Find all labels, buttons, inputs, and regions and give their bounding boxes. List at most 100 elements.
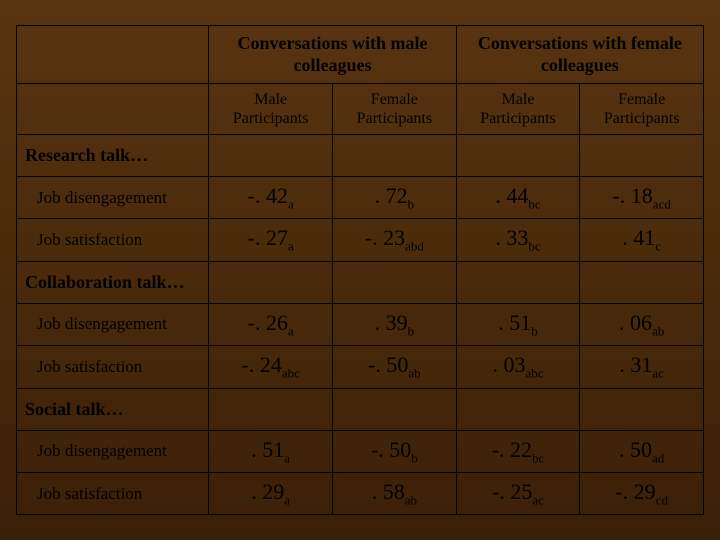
value-cell: . 39b <box>333 303 457 345</box>
value-cell: -. 18acd <box>580 177 704 219</box>
value-cell: . 06ab <box>580 303 704 345</box>
subscript: bc <box>528 196 540 211</box>
empty-cell <box>456 261 580 303</box>
subheader-female-p1: Female Participants <box>333 83 457 134</box>
empty-cell <box>580 388 704 430</box>
row-label-diseng: Job disengagement <box>17 303 209 345</box>
value-cell: . 72b <box>333 177 457 219</box>
category-social: Social talk… <box>17 388 209 430</box>
value-cell: -. 24abc <box>209 346 333 388</box>
value-cell: -. 23abd <box>333 219 457 261</box>
value: . 31 <box>619 352 652 377</box>
subscript: a <box>284 450 290 465</box>
empty-cell <box>209 135 333 177</box>
value: -. 26 <box>248 310 288 335</box>
subscript: ac <box>652 366 664 381</box>
value-cell: -. 22bc <box>456 430 580 472</box>
value-cell: . 31ac <box>580 346 704 388</box>
subscript: c <box>655 239 661 254</box>
group-header-male: Conversations with male colleagues <box>209 25 456 83</box>
value-cell: -. 42a <box>209 177 333 219</box>
value-cell: . 50ad <box>580 430 704 472</box>
row-label-diseng: Job disengagement <box>17 177 209 219</box>
row-label-diseng: Job disengagement <box>17 430 209 472</box>
empty-cell <box>580 261 704 303</box>
value: . 39 <box>375 310 408 335</box>
value: -. 25 <box>492 479 532 504</box>
value-cell: -. 50ab <box>333 346 457 388</box>
value-cell: . 41c <box>580 219 704 261</box>
value: -. 27 <box>248 225 288 250</box>
subscript: a <box>288 196 294 211</box>
value: . 41 <box>622 225 655 250</box>
category-research: Research talk… <box>17 135 209 177</box>
value-cell: -. 25ac <box>456 472 580 514</box>
value-cell: . 29a <box>209 472 333 514</box>
subscript: ad <box>652 450 664 465</box>
value: -. 29 <box>615 479 655 504</box>
value-cell: -. 29cd <box>580 472 704 514</box>
subscript: b <box>408 196 415 211</box>
subscript: ab <box>405 492 417 507</box>
empty-cell <box>209 261 333 303</box>
empty-cell <box>333 388 457 430</box>
subheader-male-p2: Male Participants <box>456 83 580 134</box>
category-collab: Collaboration talk… <box>17 261 209 303</box>
value: -. 18 <box>612 183 652 208</box>
corner-cell-2 <box>17 83 209 134</box>
value: . 51 <box>498 310 531 335</box>
value: -. 50 <box>371 437 411 462</box>
empty-cell <box>333 261 457 303</box>
subscript: abc <box>282 366 300 381</box>
subscript: bc <box>528 239 540 254</box>
value: -. 24 <box>242 352 282 377</box>
value: . 72 <box>375 183 408 208</box>
correlation-table: Conversations with male colleagues Conve… <box>16 25 704 516</box>
subscript: abc <box>525 366 543 381</box>
row-label-satis: Job satisfaction <box>17 472 209 514</box>
row-label-satis: Job satisfaction <box>17 346 209 388</box>
subscript: ab <box>408 366 420 381</box>
value-cell: . 44bc <box>456 177 580 219</box>
value: . 06 <box>619 310 652 335</box>
subscript: b <box>531 323 538 338</box>
value-cell: . 58ab <box>333 472 457 514</box>
value-cell: . 33bc <box>456 219 580 261</box>
value: . 51 <box>251 437 284 462</box>
value-cell: -. 50b <box>333 430 457 472</box>
subscript: ac <box>532 492 544 507</box>
value: -. 22 <box>492 437 532 462</box>
empty-cell <box>456 135 580 177</box>
value: . 44 <box>495 183 528 208</box>
subscript: acd <box>653 196 671 211</box>
subscript: a <box>288 239 294 254</box>
value: -. 23 <box>365 225 405 250</box>
subscript: a <box>284 492 290 507</box>
empty-cell <box>209 388 333 430</box>
subscript: bc <box>532 450 544 465</box>
subheader-female-p2: Female Participants <box>580 83 704 134</box>
subscript: ab <box>652 323 664 338</box>
value: . 33 <box>495 225 528 250</box>
value-cell: -. 26a <box>209 303 333 345</box>
empty-cell <box>580 135 704 177</box>
subscript: cd <box>656 492 668 507</box>
group-header-female: Conversations with female colleagues <box>456 25 703 83</box>
value: -. 50 <box>368 352 408 377</box>
row-label-satis: Job satisfaction <box>17 219 209 261</box>
value-cell: . 03abc <box>456 346 580 388</box>
value: . 50 <box>619 437 652 462</box>
value-cell: -. 27a <box>209 219 333 261</box>
value: . 58 <box>372 479 405 504</box>
subscript: b <box>408 323 415 338</box>
empty-cell <box>333 135 457 177</box>
value: -. 42 <box>248 183 288 208</box>
subscript: abd <box>405 239 424 254</box>
value-cell: . 51b <box>456 303 580 345</box>
corner-cell <box>17 25 209 83</box>
value: . 29 <box>251 479 284 504</box>
value-cell: . 51a <box>209 430 333 472</box>
empty-cell <box>456 388 580 430</box>
subscript: b <box>411 450 418 465</box>
subscript: a <box>288 323 294 338</box>
